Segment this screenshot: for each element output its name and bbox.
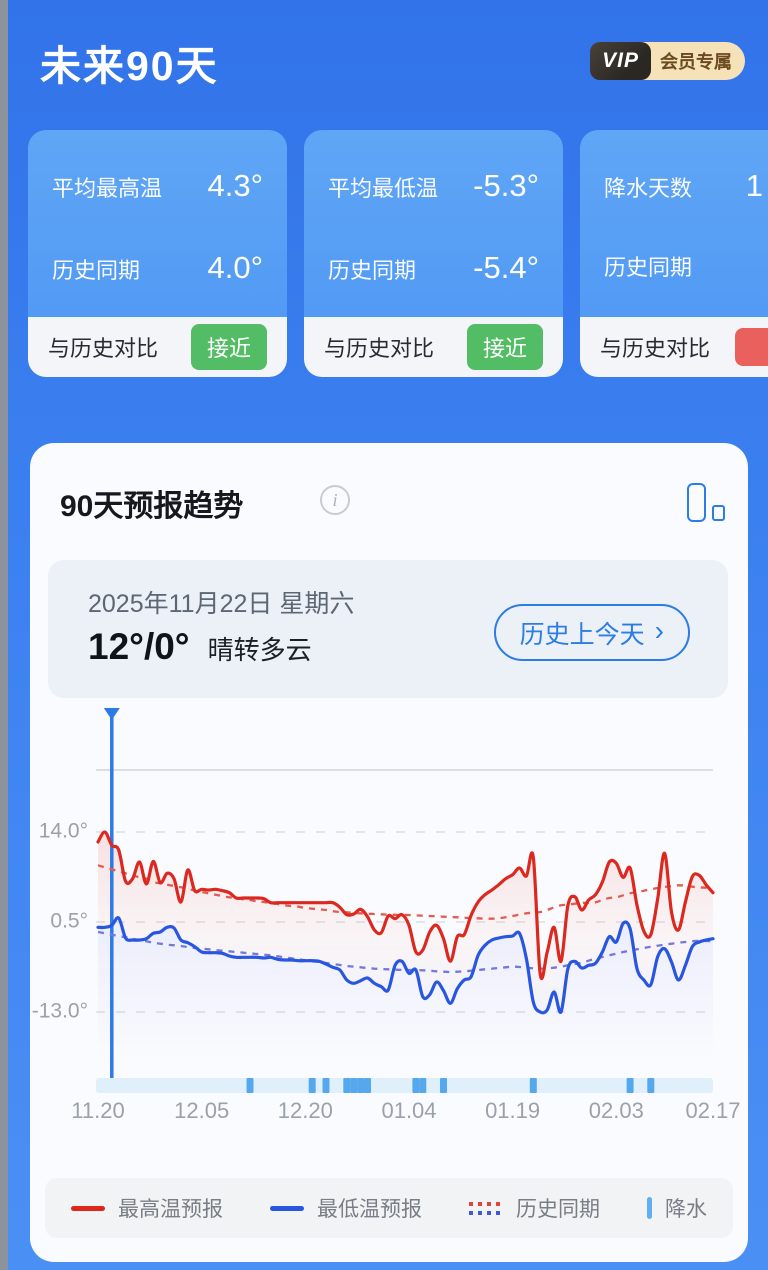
trend-title: 90天预报趋势 [60, 490, 244, 523]
status-badge: 接近 [191, 324, 267, 370]
trend-chart[interactable]: 14.0° 0.5° -13.0° 11.20 12.05 12.20 01.04 01.19… [30, 700, 748, 1130]
selected-date: 2025年11月22日 星期六 [88, 590, 355, 618]
vip-badge-label: 会员专属 [660, 52, 732, 72]
history-dotted-swatch [469, 1201, 503, 1215]
card-avg-low: 平均最低温 -5.3° 历史同期 -5.4° 与历史对比 接近 [304, 130, 563, 377]
history-today-button[interactable]: 历史上今天 › [493, 604, 690, 661]
legend-item-low: 最低温预报 [270, 1193, 422, 1223]
compare-label: 与历史对比 [48, 336, 159, 361]
stat-label: 平均最低温 [328, 176, 439, 201]
svg-text:01.04: 01.04 [381, 1098, 436, 1123]
stat-label: 平均最高温 [52, 176, 163, 201]
svg-text:02.03: 02.03 [589, 1098, 644, 1123]
legend-item-precip: 降水 [647, 1193, 707, 1223]
screen-edge-strip [0, 0, 8, 1270]
rotate-screen-icon[interactable] [687, 483, 725, 525]
chevron-right-icon: › [654, 614, 664, 646]
vip-icon: VIP [590, 42, 651, 80]
svg-text:11.20: 11.20 [71, 1098, 124, 1123]
compare-label: 与历史对比 [324, 336, 435, 361]
legend-item-high: 最高温预报 [71, 1193, 223, 1223]
stat-label: 历史同期 [52, 258, 141, 283]
stat-label: 历史同期 [328, 258, 417, 283]
svg-text:01.19: 01.19 [485, 1098, 540, 1123]
stat-value: -5.3° [473, 168, 539, 203]
svg-text:02.17: 02.17 [685, 1098, 740, 1123]
selected-temps: 12°/0° [88, 626, 190, 667]
status-badge: 接近 [467, 324, 543, 370]
low-line-swatch [270, 1205, 304, 1211]
chart-legend: 最高温预报 最低温预报 历史同期 降水 [45, 1178, 733, 1238]
selected-day-banner: 2025年11月22日 星期六 12°/0° 晴转多云 历史上今天 › [48, 560, 728, 698]
summary-cards-row: 平均最高温 4.3° 历史同期 4.0° 与历史对比 接近 平均最低温 -5.3… [28, 130, 768, 377]
status-badge [735, 328, 768, 366]
trend-card: 90天预报趋势 i 2025年11月22日 星期六 12°/0° 晴转多云 历史… [30, 443, 748, 1262]
selected-condition: 晴转多云 [207, 635, 312, 665]
stat-value: -5.4° [473, 250, 539, 285]
high-line-swatch [71, 1205, 105, 1211]
precip-bar-swatch [647, 1197, 652, 1219]
svg-text:0.5°: 0.5° [50, 910, 88, 933]
stat-value: 4.0° [207, 250, 264, 285]
compare-label: 与历史对比 [600, 336, 711, 361]
stat-value: 4.3° [207, 168, 264, 203]
svg-text:14.0°: 14.0° [39, 820, 88, 843]
page-title: 未来90天 [40, 43, 219, 89]
stat-label: 降水天数 [604, 176, 693, 201]
svg-text:-13.0°: -13.0° [32, 1000, 88, 1023]
card-avg-high: 平均最高温 4.3° 历史同期 4.0° 与历史对比 接近 [28, 130, 287, 377]
svg-text:12.20: 12.20 [278, 1098, 333, 1123]
stat-value: 1 [745, 168, 763, 203]
stat-label: 历史同期 [604, 255, 693, 280]
card-precip-days: 降水天数 1 历史同期 与历史对比 [580, 130, 768, 377]
legend-item-history: 历史同期 [469, 1193, 600, 1223]
svg-text:12.05: 12.05 [174, 1098, 229, 1123]
vip-badge[interactable]: VIP 会员专属 [590, 42, 745, 80]
info-icon[interactable]: i [320, 485, 350, 515]
